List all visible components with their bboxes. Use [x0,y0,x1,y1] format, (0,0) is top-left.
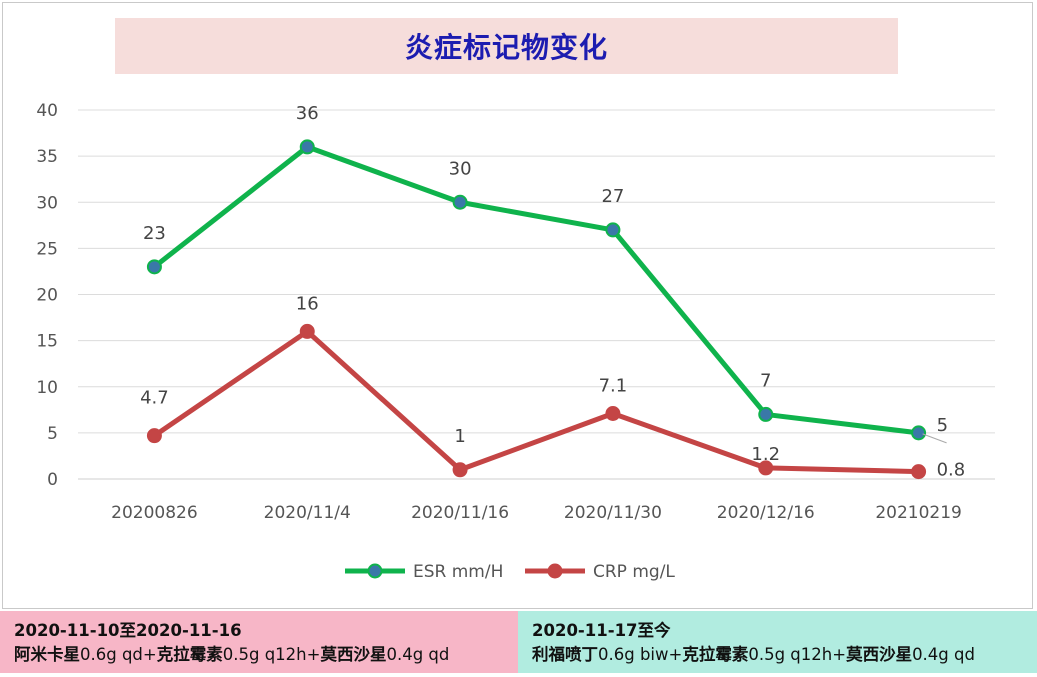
x-tick-label: 2020/12/16 [717,503,815,523]
esr-data-point [452,194,468,210]
x-tick-label: 2020/11/16 [411,503,509,523]
y-tick-label: 10 [36,378,58,398]
esr-data-label: 7 [760,370,771,391]
crp-data-point [452,462,468,478]
crp-data-point [758,460,774,476]
treatment-period-left: 2020-11-10至2020-11-16 [14,621,242,640]
crp-data-label: 7.1 [599,376,628,397]
x-tick-label: 2020/11/30 [564,503,662,523]
y-tick-label: 0 [47,470,58,490]
crp-data-label: 16 [296,293,319,314]
esr-data-label: 5 [937,415,948,436]
esr-series-line [151,144,922,436]
chart-frame [2,2,1033,609]
treatment-regimen-left: 阿米卡星0.6g qd+克拉霉素0.5g q12h+莫西沙星0.4g qd [14,645,450,664]
esr-data-point [146,259,162,275]
treatment-note-right: 2020-11-17至今 利福喷丁0.6g biw+克拉霉素0.5g q12h+… [518,611,1037,673]
crp-data-label: 1 [454,426,465,447]
esr-data-point [911,425,927,441]
chart-title: 炎症标记物变化 [404,31,608,64]
y-tick-label: 5 [47,424,58,444]
crp-data-point [605,406,621,422]
legend-label-esr: ESR mm/H [413,562,503,582]
crp-data-label: 1.2 [751,444,780,465]
y-tick-label: 30 [36,193,58,213]
legend-marker [547,563,563,579]
esr-data-label: 23 [143,223,166,244]
y-tick-label: 15 [36,332,58,352]
crp-series-line [151,328,922,475]
label-leader-line [922,433,947,444]
y-tick-label: 20 [36,286,58,306]
treatment-note-left: 2020-11-10至2020-11-16 阿米卡星0.6g qd+克拉霉素0.… [0,611,518,673]
chart-title-box: 炎症标记物变化 [115,18,898,74]
y-tick-label: 35 [36,147,58,167]
y-tick-label: 40 [36,101,58,121]
esr-data-label: 36 [296,103,319,124]
legend-marker [367,563,383,579]
x-tick-label: 20210219 [875,503,962,523]
legend-label-crp: CRP mg/L [593,562,675,582]
esr-data-label: 27 [601,186,624,207]
crp-data-point [299,323,315,339]
crp-data-label: 4.7 [140,388,169,409]
x-tick-label: 2020/11/4 [264,503,351,523]
esr-data-point [299,139,315,155]
esr-data-label: 30 [449,158,472,179]
crp-data-point [911,464,927,480]
crp-data-point [146,428,162,444]
x-tick-label: 20200826 [111,503,198,523]
treatment-regimen-right: 利福喷丁0.6g biw+克拉霉素0.5g q12h+莫西沙星0.4g qd [532,645,975,664]
esr-data-point [758,406,774,422]
crp-data-label: 0.8 [937,460,966,481]
treatment-period-right: 2020-11-17至今 [532,621,671,640]
esr-data-point [605,222,621,238]
y-tick-label: 25 [36,239,58,259]
